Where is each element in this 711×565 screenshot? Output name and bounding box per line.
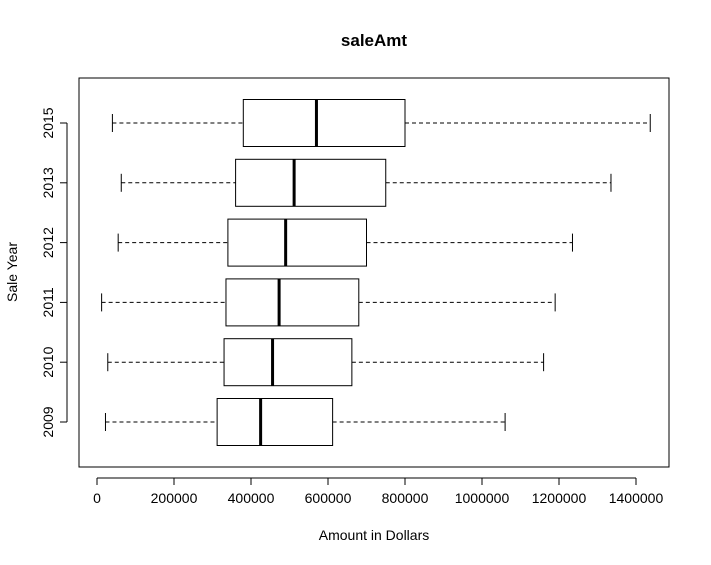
x-tick-label: 1400000 <box>609 490 664 506</box>
x-tick-label: 400000 <box>228 490 275 506</box>
y-tick-label: 2012 <box>40 227 56 258</box>
box-iqr <box>216 398 334 446</box>
x-tick-label: 600000 <box>305 490 352 506</box>
y-tick-label: 2009 <box>40 406 56 437</box>
box-2011 <box>101 278 556 327</box>
box-iqr <box>235 158 387 207</box>
x-axis-label: Amount in Dollars <box>319 527 430 543</box>
x-tick-label: 1200000 <box>532 490 587 506</box>
y-tick-label: 2013 <box>40 167 56 198</box>
box-2012 <box>117 218 573 267</box>
chart-title: saleAmt <box>341 31 407 50</box>
box-2010 <box>107 338 545 387</box>
box-iqr <box>227 218 367 267</box>
y-axis: 2009 2010 2011 2012 2013 2015 <box>40 107 68 438</box>
box-2013 <box>120 158 612 207</box>
x-axis: 0 200000 400000 600000 800000 1000000 1200000 1… <box>93 477 664 506</box>
box-series <box>101 99 651 446</box>
box-iqr <box>242 99 406 147</box>
x-tick-label: 800000 <box>382 490 429 506</box>
y-tick-label: 2010 <box>40 346 56 377</box>
plot-frame <box>78 77 670 468</box>
box-2009 <box>104 398 506 446</box>
box-iqr <box>223 338 353 387</box>
x-tick-label: 1000000 <box>455 490 510 506</box>
y-axis-label: Sale Year <box>4 242 20 302</box>
x-tick-label: 200000 <box>151 490 198 506</box>
x-tick-label: 0 <box>93 490 101 506</box>
y-tick-label: 2015 <box>40 107 56 138</box>
box-iqr <box>225 278 360 327</box>
y-tick-label: 2011 <box>40 287 56 317</box>
box-2015 <box>111 99 651 147</box>
